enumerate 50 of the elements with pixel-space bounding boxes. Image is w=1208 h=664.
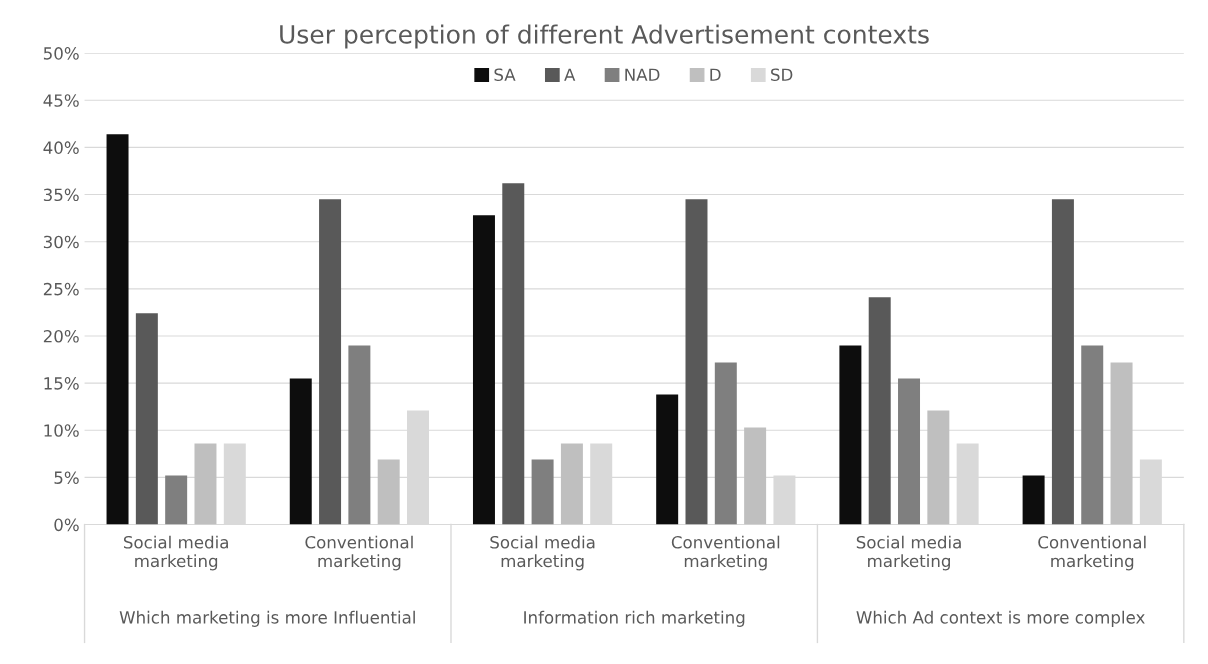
y-tick-label: 5% (54, 471, 79, 484)
y-tick-label: 50% (43, 47, 79, 60)
bar (289, 378, 312, 525)
bar (685, 199, 708, 525)
bar (656, 394, 679, 525)
bar (135, 313, 158, 525)
y-tick-label: 0% (54, 518, 79, 532)
y-tick-label: 30% (43, 235, 79, 249)
bar (714, 362, 737, 525)
bar (744, 427, 767, 525)
bar (1081, 345, 1104, 525)
bar (868, 297, 891, 525)
bar (348, 345, 371, 525)
x-tick-label: Conventional marketing (305, 535, 413, 571)
bar (898, 378, 921, 525)
bar (927, 410, 950, 525)
x-tick-label: Social media marketing (490, 535, 595, 571)
bar (531, 459, 554, 525)
legend-label: NAD (625, 68, 660, 81)
bar (502, 183, 525, 525)
bar (106, 134, 129, 525)
y-tick-label: 35% (43, 188, 79, 202)
x-tick-label: Social media marketing (123, 535, 228, 571)
bar (1022, 475, 1045, 525)
bar (319, 199, 342, 525)
x-tick-label: Social media marketing (856, 535, 961, 571)
text: Which Ad context is more complex (856, 610, 1145, 627)
legend-label: A (564, 68, 576, 81)
bar (1051, 199, 1074, 525)
bar (377, 459, 400, 525)
bar (560, 443, 583, 525)
bar (165, 475, 188, 525)
x-tick-label: Conventional marketing (1038, 535, 1146, 571)
y-tick-label: 10% (44, 424, 79, 437)
legend-label: SD (771, 68, 793, 82)
text: Information rich marketing (524, 610, 745, 627)
bar (1110, 362, 1133, 525)
bar (839, 345, 862, 525)
y-tick-label: 20% (43, 329, 79, 343)
text: Which marketing is more Influential (119, 610, 415, 627)
legend-label: SA (494, 68, 516, 82)
x-tick-label: Conventional marketing (671, 535, 780, 571)
chart-title: User perception of different Advertisement contexts (280, 24, 929, 49)
y-tick-label: 25% (43, 282, 79, 296)
y-tick-label: 15% (44, 377, 79, 390)
bar (194, 443, 217, 525)
bar (472, 215, 495, 525)
y-tick-label: 40% (43, 141, 79, 154)
y-tick-label: 45% (43, 94, 79, 107)
legend-label: D (710, 68, 721, 81)
